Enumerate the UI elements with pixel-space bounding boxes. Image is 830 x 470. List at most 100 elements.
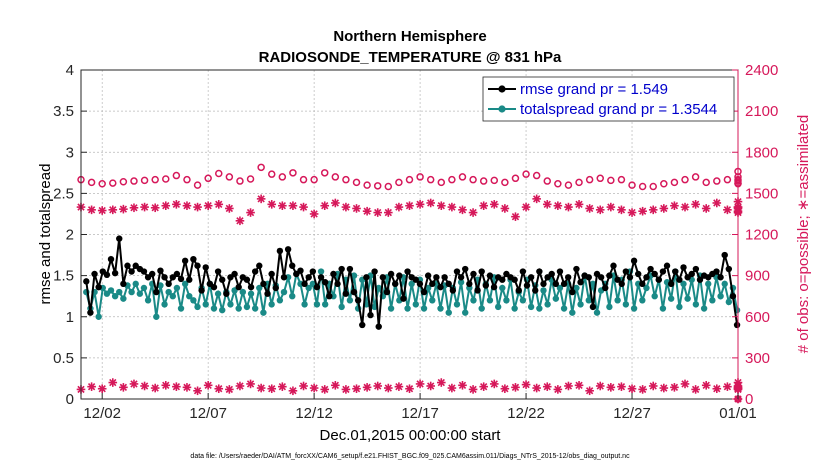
rmse-point	[396, 272, 403, 279]
obs-marker	[458, 205, 467, 215]
obs-marker	[215, 169, 223, 178]
rmse-point	[725, 265, 733, 273]
rmse-point	[663, 262, 671, 269]
totalspread-point	[247, 290, 255, 297]
rmse-point	[548, 270, 555, 278]
rmse-point	[490, 283, 498, 291]
totalspread-point	[144, 297, 152, 304]
obs-marker	[172, 200, 181, 209]
rmse-point	[392, 280, 399, 288]
obs-marker	[108, 205, 118, 215]
obs-marker	[331, 198, 340, 208]
obs-marker	[574, 200, 584, 209]
obs-marker	[713, 177, 721, 185]
totalspread-point	[132, 280, 139, 288]
totalspread-point	[412, 301, 419, 308]
obs-marker	[373, 208, 383, 217]
rmse-point	[577, 279, 584, 286]
obs-marker	[129, 203, 139, 213]
obs-marker	[553, 201, 563, 211]
series-rmse	[83, 235, 741, 330]
rmse-point	[214, 268, 222, 275]
totalspread-point	[111, 292, 119, 300]
rmse-point	[342, 290, 349, 297]
obs-marker	[691, 200, 700, 209]
obs-marker	[162, 175, 170, 183]
right-axis: 0 300 600 900 1200 1500 1800 2100 2400	[732, 62, 778, 408]
totalspread-point	[692, 301, 700, 308]
totalspread-point	[301, 301, 308, 308]
obs-marker	[702, 178, 710, 187]
obs-marker	[575, 178, 583, 187]
rmse-point	[354, 297, 362, 304]
totalspread-point	[486, 297, 494, 304]
obs-marker	[680, 379, 690, 389]
obs-marker	[500, 384, 510, 394]
obs-marker	[500, 204, 510, 213]
rmse-point	[116, 235, 123, 242]
obs-marker	[140, 381, 149, 391]
rmse-point	[404, 268, 411, 275]
obs-marker	[691, 385, 700, 394]
obs-marker	[109, 179, 117, 187]
totalspread-point	[177, 305, 185, 312]
obs-marker	[595, 205, 605, 215]
obs-marker	[660, 180, 668, 188]
obs-marker	[458, 173, 467, 181]
totalspread-point	[684, 295, 691, 302]
obs-marker	[490, 176, 499, 185]
series-layer	[76, 163, 743, 404]
y-tick-label-left: 0	[66, 391, 74, 408]
obs-marker	[521, 202, 531, 212]
rmse-point	[124, 262, 131, 269]
y-tick-label-right: 1800	[745, 144, 778, 161]
x-tick-label: 12/02	[83, 405, 121, 422]
rmse-point	[194, 262, 201, 269]
rmse-point	[540, 280, 547, 288]
obs-marker	[278, 201, 287, 211]
totalspread-point	[519, 297, 527, 304]
totalspread-point	[453, 301, 461, 308]
rmse-point	[350, 288, 358, 296]
obs-marker	[670, 383, 679, 392]
obs-marker	[182, 383, 192, 392]
totalspread-point	[651, 292, 658, 300]
obs-marker	[458, 380, 467, 390]
rmse-point	[424, 272, 432, 279]
obs-marker	[680, 202, 690, 212]
totalspread-point	[437, 305, 444, 312]
obs-marker	[638, 182, 647, 191]
obs-marker	[151, 175, 159, 184]
totalspread-point	[153, 313, 160, 320]
obs-marker	[204, 174, 212, 183]
y-axis-label-right: # of obs: o=possible; ∗=assimilated	[795, 115, 812, 354]
obs-marker	[670, 178, 679, 187]
obs-marker	[723, 382, 732, 391]
obs-marker	[352, 384, 361, 394]
totalspread-point	[375, 284, 382, 292]
totalspread-point	[243, 303, 251, 311]
rmse-point	[466, 280, 473, 288]
rmse-point	[284, 246, 292, 253]
totalspread-point	[680, 280, 687, 288]
rmse-point	[556, 268, 564, 275]
obs-marker	[607, 176, 615, 185]
obs-marker	[469, 175, 477, 184]
series-totalspread	[83, 268, 741, 320]
rmse-point	[107, 255, 115, 263]
y-tick-label-right: 900	[745, 268, 770, 285]
rmse-point	[515, 287, 522, 294]
obs-marker	[331, 380, 340, 390]
totalspread-point	[676, 303, 683, 311]
rmse-point	[713, 268, 720, 275]
obs-marker	[362, 206, 372, 216]
totalspread-point	[630, 305, 638, 312]
totalspread-point	[503, 297, 510, 304]
totalspread-point	[478, 305, 485, 312]
x-axis: 12/02 12/07 12/12 12/17 12/22 12/27 01/01	[83, 393, 757, 422]
totalspread-point	[251, 305, 259, 312]
rmse-point	[181, 257, 189, 265]
rmse-point	[499, 276, 506, 283]
obs-marker	[225, 173, 234, 181]
obs-marker	[606, 202, 616, 212]
